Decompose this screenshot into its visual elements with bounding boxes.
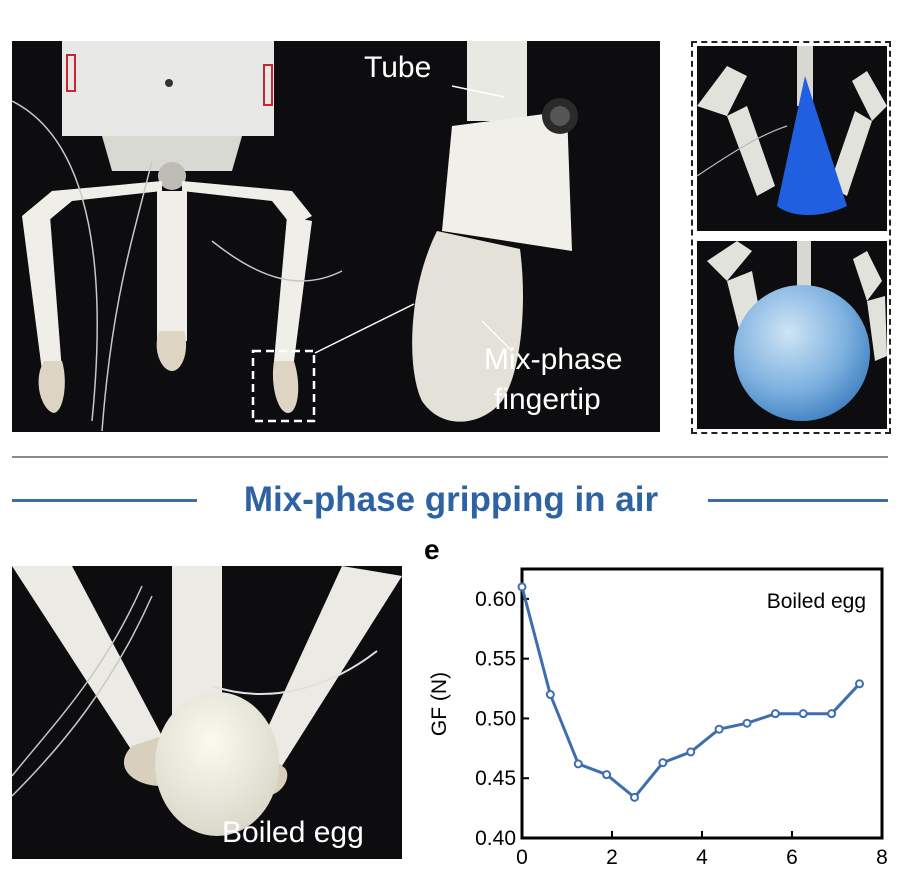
y-tick-label: 0.40 bbox=[475, 827, 516, 850]
x-tick-label: 4 bbox=[696, 846, 708, 869]
gripper-illustration bbox=[12, 41, 578, 432]
egg-caption: Boiled egg bbox=[222, 816, 364, 849]
data-point bbox=[714, 724, 724, 734]
photo-egg-panel: Boiled egg bbox=[12, 566, 402, 859]
fingertip-callout-line1: Mix-phase bbox=[484, 343, 623, 376]
chart-annotation: Boiled egg bbox=[767, 590, 866, 613]
fingertip-callout-line2: fingertip bbox=[494, 383, 601, 416]
photo-cone-panel bbox=[697, 46, 887, 231]
x-tick-label: 2 bbox=[606, 846, 618, 869]
section-separator bbox=[12, 456, 888, 458]
data-point bbox=[630, 792, 639, 802]
series-boiled-egg bbox=[517, 582, 864, 802]
egg-grasp-illustration bbox=[12, 566, 402, 836]
data-point bbox=[602, 770, 612, 780]
data-point bbox=[658, 758, 668, 768]
y-tick-label: 0.60 bbox=[475, 588, 516, 611]
title-rule-right bbox=[708, 499, 888, 502]
blue-sphere-icon bbox=[734, 285, 870, 421]
gripping-force-chart: 0.40 0.45 0.50 0.55 0.60 0 2 4 6 8 GF (N) Boiled… bbox=[428, 567, 888, 869]
x-axis-ticks: 0 2 4 6 8 bbox=[516, 831, 888, 869]
title-rule-left bbox=[12, 499, 197, 502]
photo-sphere-panel bbox=[697, 241, 887, 429]
section-title-row: Mix-phase gripping in air bbox=[0, 470, 902, 530]
sphere-grasp-illustration bbox=[707, 241, 887, 421]
cone-grasp-illustration bbox=[697, 46, 887, 215]
panel-letter-e: e bbox=[424, 534, 440, 565]
data-point bbox=[573, 759, 583, 769]
data-point bbox=[827, 709, 837, 719]
data-point bbox=[545, 690, 555, 700]
y-tick-label: 0.45 bbox=[475, 767, 516, 790]
x-tick-label: 0 bbox=[516, 846, 528, 869]
y-tick-label: 0.55 bbox=[475, 648, 516, 671]
data-point bbox=[855, 679, 864, 689]
x-tick-label: 6 bbox=[786, 846, 798, 869]
tube-callout: Tube bbox=[364, 51, 432, 84]
y-axis-label: GF (N) bbox=[428, 672, 451, 736]
series-line bbox=[520, 586, 861, 800]
data-point bbox=[798, 709, 808, 719]
y-axis-ticks: 0.40 0.45 0.50 0.55 0.60 bbox=[475, 588, 529, 850]
data-point bbox=[770, 709, 780, 719]
blue-cone-icon bbox=[777, 76, 847, 215]
object-examples-frame bbox=[691, 41, 891, 434]
data-point bbox=[742, 718, 752, 728]
egg-icon bbox=[155, 692, 279, 836]
data-point bbox=[517, 582, 527, 592]
photo-gripper-panel: Tube Mix-phase fingertip bbox=[12, 41, 660, 432]
section-title: Mix-phase gripping in air bbox=[243, 480, 659, 519]
x-tick-label: 8 bbox=[876, 846, 888, 869]
data-point bbox=[686, 747, 696, 757]
y-tick-label: 0.50 bbox=[475, 707, 516, 730]
